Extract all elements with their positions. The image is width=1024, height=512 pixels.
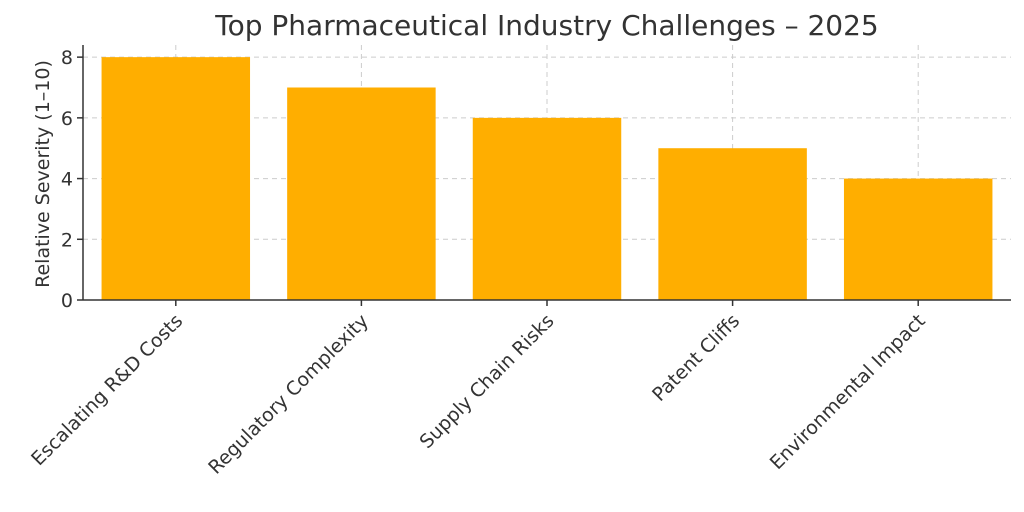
y-tick-label: 4 <box>61 169 73 191</box>
y-axis-label: Relative Severity (1–10) <box>32 60 54 288</box>
y-ticks: 0 2 4 6 8 <box>61 47 83 312</box>
x-tick-label: Patent Cliffs <box>648 310 744 406</box>
y-tick-label: 0 <box>61 290 73 312</box>
x-tick-labels: Escalating R&D Costs Regulatory Complexit… <box>27 300 930 479</box>
y-tick-label: 8 <box>61 47 73 69</box>
bar <box>658 148 807 300</box>
bar <box>287 87 436 300</box>
x-tick-label: Regulatory Complexity <box>204 310 373 479</box>
chart-title: Top Pharmaceutical Industry Challenges –… <box>214 9 878 42</box>
bar <box>101 57 251 301</box>
y-tick-label: 2 <box>61 229 73 251</box>
x-tick-label: Supply Chain Risks <box>415 310 558 453</box>
bar <box>472 117 622 300</box>
x-tick-label: Escalating R&D Costs <box>27 310 187 470</box>
bars <box>101 57 993 301</box>
y-tick-label: 6 <box>61 108 73 130</box>
x-tick-label: Environmental Impact <box>766 310 930 474</box>
bar <box>843 178 993 300</box>
